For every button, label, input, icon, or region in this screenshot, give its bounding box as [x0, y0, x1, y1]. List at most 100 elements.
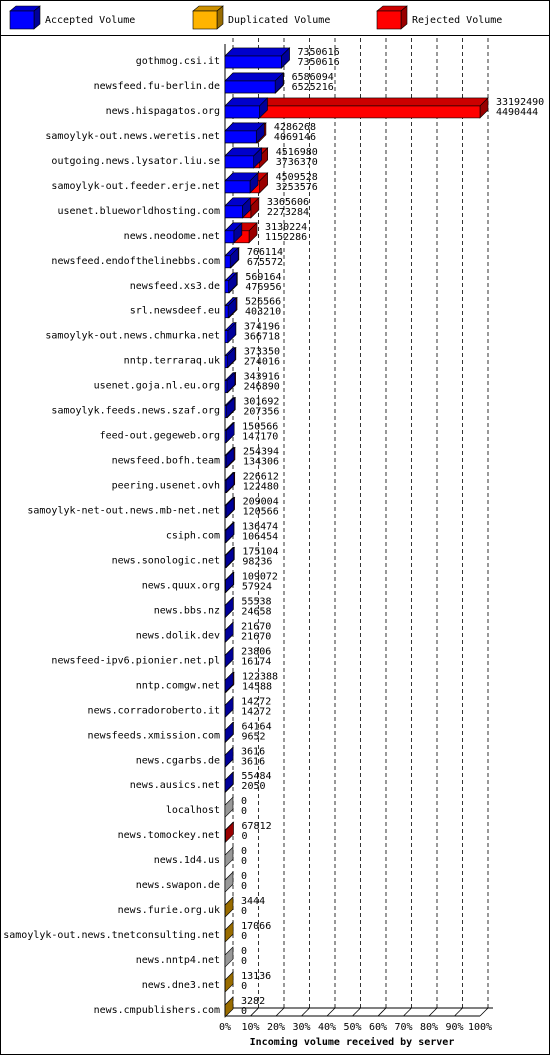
value-label: 120566	[243, 507, 279, 518]
bar-front	[224, 505, 227, 518]
y-tick-label: samoylyk-out.news.chmurka.net	[45, 331, 220, 342]
x-tick-label: 90%	[445, 1022, 463, 1033]
y-tick-label: samoylyk-out.feeder.erje.net	[51, 181, 220, 192]
bar-front	[224, 330, 229, 344]
value-label: 55538	[241, 596, 271, 607]
value-label: 7350616	[297, 47, 339, 58]
value-label: 3282	[241, 996, 265, 1007]
x-tick-label: 100%	[468, 1022, 492, 1033]
value-label: 55484	[241, 771, 271, 782]
value-label: 0	[241, 881, 247, 892]
bar-front	[224, 405, 227, 418]
bar-front	[224, 55, 282, 69]
y-tick-label: nntp.terraraq.uk	[124, 356, 220, 367]
legend-swatch	[376, 10, 402, 30]
y-tick-label: newsfeed.fu-berlin.de	[94, 81, 220, 92]
value-label: 3616	[241, 756, 265, 767]
bar	[224, 297, 237, 319]
tick-mark	[301, 1007, 310, 1017]
value-label: 0	[241, 796, 247, 807]
y-tick-label: news.ausics.net	[130, 780, 220, 791]
y-tick-label: news.bbs.nz	[154, 605, 220, 616]
value-label: 57924	[242, 581, 272, 592]
y-tick-label: newsfeed.xs3.de	[130, 281, 220, 292]
bar-side	[224, 946, 234, 968]
bar	[224, 147, 263, 169]
y-tick-label: samoylyk-out.news.weretis.net	[45, 131, 220, 142]
value-label: 6525216	[292, 82, 334, 93]
bar-front	[224, 355, 228, 368]
y-tick-label: news.sonologic.net	[112, 555, 220, 566]
bar	[224, 996, 234, 1018]
value-label: 0	[241, 846, 247, 857]
legend-item: Duplicated Volume	[192, 5, 330, 30]
bar	[224, 871, 234, 893]
y-tick-label: newsfeeds.xmission.com	[88, 730, 220, 741]
x-axis-title: Incoming volume received by server	[250, 1036, 455, 1048]
bar	[224, 721, 234, 744]
bar-side	[224, 796, 234, 818]
bar	[224, 521, 235, 544]
tick-mark	[479, 1007, 489, 1017]
value-label: 106454	[242, 532, 278, 543]
bar-top	[224, 72, 284, 82]
value-label: 0	[241, 931, 247, 942]
value-label: 175104	[242, 546, 278, 557]
x-tick-label: 30%	[292, 1022, 310, 1033]
bar	[224, 446, 235, 469]
bar	[224, 346, 236, 369]
bar-front	[224, 130, 257, 144]
value-label: 4069146	[274, 132, 316, 143]
value-label: 122388	[242, 671, 278, 682]
y-tick-label: nntp.comgw.net	[136, 680, 220, 691]
value-label: 0	[241, 856, 247, 867]
value-label: 4516980	[276, 147, 318, 158]
value-label: 226612	[243, 472, 279, 483]
value-label: 9652	[241, 731, 265, 742]
y-tick-label: news.cgarbs.de	[136, 755, 220, 766]
bar-front	[224, 155, 255, 169]
x-tick-label: 80%	[420, 1022, 438, 1033]
y-tick-label: localhost	[166, 805, 220, 816]
value-label: 150566	[242, 422, 278, 433]
tick-mark	[275, 1007, 285, 1017]
value-label: 21670	[241, 631, 271, 642]
value-label: 476956	[245, 282, 281, 293]
bar-front	[224, 255, 231, 269]
bar	[224, 172, 259, 194]
bar	[224, 471, 235, 494]
value-label: 0	[241, 1006, 247, 1017]
y-tick-label: news.quux.org	[142, 580, 220, 591]
bar	[224, 971, 234, 993]
value-label: 274016	[244, 357, 280, 368]
bar-front	[224, 180, 251, 194]
x-tick-label: 10%	[241, 1022, 259, 1033]
value-label: 21670	[241, 621, 271, 632]
y-tick-label: news.cmpublishers.com	[94, 1005, 220, 1016]
tick-mark	[250, 1007, 259, 1017]
bar-front	[224, 80, 276, 94]
bar-front	[224, 455, 227, 468]
x-tick-label: 40%	[318, 1022, 336, 1033]
y-tick-label: newsfeed.endofthelinebbs.com	[51, 256, 220, 267]
bar	[224, 846, 234, 868]
value-label: 675572	[247, 257, 283, 268]
value-label: 0	[242, 831, 248, 842]
bar	[224, 247, 239, 269]
bar	[224, 796, 234, 818]
value-label: 64164	[241, 721, 271, 732]
bar	[224, 396, 236, 419]
y-tick-label: samoylyk-out.news.tnetconsulting.net	[3, 930, 220, 941]
value-label: 246890	[244, 382, 280, 393]
bar-front	[224, 555, 227, 568]
bar	[224, 571, 235, 594]
x-tick-label: 60%	[369, 1022, 387, 1033]
tick-mark	[428, 1007, 438, 1017]
y-tick-label: peering.usenet.ovh	[112, 481, 220, 492]
bar	[224, 47, 291, 69]
value-label: 3616	[241, 746, 265, 757]
bar-front	[224, 230, 235, 244]
value-label: 13136	[241, 971, 271, 982]
